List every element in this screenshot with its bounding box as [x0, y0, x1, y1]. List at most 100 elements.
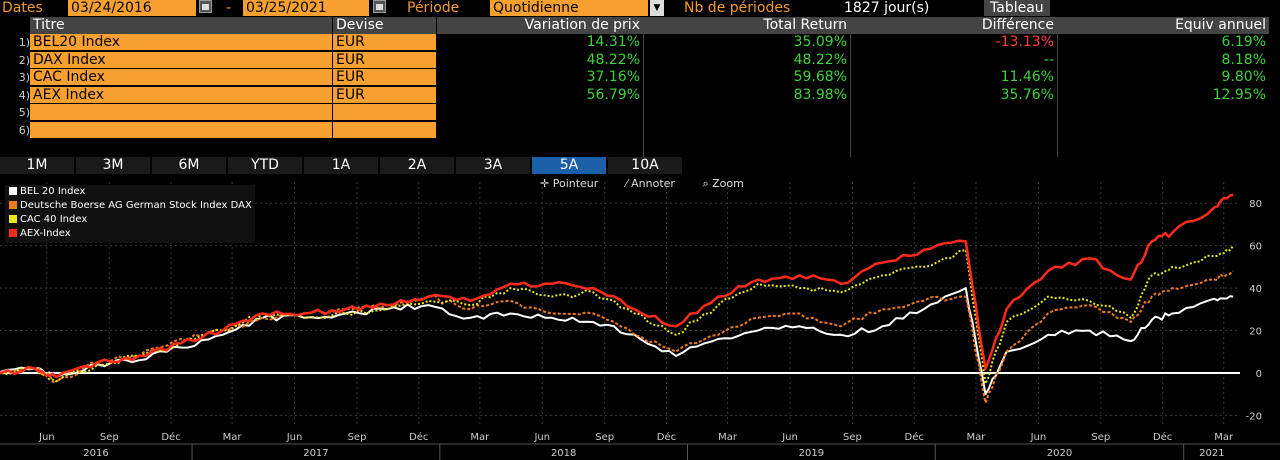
row-index: 1)	[18, 36, 30, 49]
annoter-label: Annoter	[631, 177, 675, 190]
devise-cell[interactable]: EUR	[333, 51, 436, 69]
legend-entry: CAC 40 Index	[5, 213, 255, 227]
y-tick-label: -20	[1246, 411, 1262, 422]
x-tick-label: Déc	[1153, 431, 1172, 443]
x-tick-label: Sep	[843, 432, 862, 443]
date-to-input[interactable]: 03/25/2021	[243, 0, 369, 16]
periode-select[interactable]: Quotidienne	[490, 0, 648, 16]
x-year-label: 2019	[799, 448, 824, 459]
periode-label: Période	[407, 0, 460, 16]
devise-cell[interactable]	[333, 104, 436, 121]
zoom-label: Zoom	[712, 177, 744, 190]
y-tick-label: 20	[1249, 327, 1262, 338]
legend-label: BEL 20 Index	[20, 186, 86, 197]
devise-cell[interactable]: EUR	[333, 69, 436, 86]
tableau-button[interactable]: Tableau	[984, 0, 1050, 16]
zoom-button[interactable]: ⌕ Zoom	[702, 177, 744, 190]
difference-cell: 11.46%	[1000, 69, 1054, 85]
period-button-5a[interactable]: 5A	[532, 157, 607, 174]
period-button-1m[interactable]: 1M	[0, 157, 75, 174]
x-year-label: 2018	[551, 448, 576, 459]
chevron-down-icon[interactable]: ▼	[650, 0, 664, 16]
variation-cell: 56.79%	[586, 86, 640, 103]
x-year-label: 2021	[1199, 448, 1224, 459]
x-tick-label: Jun	[1030, 432, 1047, 443]
period-button-6m[interactable]: 6M	[152, 157, 227, 174]
row-index: 6)	[18, 123, 30, 137]
difference-cell: --	[1043, 51, 1054, 68]
equiv-annuel-cell: 6.19%	[1221, 34, 1266, 50]
pointeur-button[interactable]: ✛ Pointeur	[540, 177, 599, 190]
x-tick-label: Déc	[657, 431, 676, 443]
period-button-ytd[interactable]: YTD	[228, 157, 303, 174]
devise-cell[interactable]	[333, 121, 436, 139]
total-return-cell: 83.98%	[793, 86, 847, 103]
y-tick-label: 0	[1256, 369, 1262, 380]
x-tick-label: Jun	[781, 432, 798, 443]
column-divider	[1057, 17, 1058, 157]
top-bar: Dates 03/24/2016 - 03/25/2021 Période Qu…	[0, 0, 1280, 17]
x-tick-label: Mar	[223, 432, 243, 443]
x-tick-label: Sep	[1091, 432, 1110, 443]
variation-cell	[437, 104, 643, 121]
legend-entry: BEL 20 Index	[5, 185, 255, 199]
difference-cell	[851, 104, 1057, 121]
period-button-3m[interactable]: 3M	[76, 157, 151, 174]
titre-cell[interactable]: CAC Index	[30, 69, 332, 86]
difference-cell	[851, 122, 1057, 139]
x-tick-label: Mar	[718, 432, 738, 443]
period-button-3a[interactable]: 3A	[456, 157, 531, 174]
x-tick-label: Jun	[38, 432, 55, 443]
titre-cell[interactable]: BEL20 Index	[30, 34, 332, 51]
equiv-annuel-cell	[1058, 104, 1269, 121]
x-tick-label: Mar	[967, 432, 987, 443]
legend-swatch	[9, 201, 17, 209]
series-line-aex	[0, 193, 1234, 379]
row-index: 5)	[18, 106, 30, 119]
x-year-label: 2016	[83, 448, 108, 459]
y-tick-label: 40	[1249, 284, 1262, 295]
total-return-cell: 48.22%	[793, 51, 847, 68]
chart-toolbar: ✛ Pointeur ⁄ Annoter ⌕ Zoom	[540, 177, 768, 191]
x-tick-label: Mar	[470, 432, 490, 443]
x-year-label: 2020	[1047, 448, 1072, 459]
chart-legend: BEL 20 Index Deutsche Boerse AG German St…	[5, 185, 255, 243]
col-header-equiv-annuel: Equiv annuel	[1058, 17, 1269, 34]
period-button-1a[interactable]: 1A	[304, 157, 379, 174]
row-index: 3)	[18, 71, 30, 84]
col-header-total-return: Total Return	[644, 17, 850, 34]
calendar-from-icon[interactable]	[199, 0, 212, 13]
total-return-cell: 59.68%	[793, 69, 847, 85]
calendar-to-icon[interactable]	[373, 0, 386, 13]
column-divider	[850, 17, 851, 157]
titre-cell[interactable]	[30, 121, 332, 139]
variation-cell: 14.31%	[586, 34, 640, 50]
series-line-bel20	[0, 287, 1234, 396]
devise-cell[interactable]: EUR	[333, 34, 436, 51]
titre-cell[interactable]: DAX Index	[30, 51, 332, 69]
col-header-titre: Titre	[30, 17, 332, 34]
devise-cell[interactable]: EUR	[333, 86, 436, 104]
x-tick-label: Mar	[1214, 432, 1234, 443]
x-year-label: 2017	[303, 448, 328, 459]
variation-cell: 48.22%	[586, 51, 640, 68]
annoter-button[interactable]: ⁄ Annoter	[625, 177, 675, 190]
equiv-annuel-cell: 9.80%	[1221, 69, 1266, 85]
variation-cell: 37.16%	[586, 69, 640, 85]
period-selector: 1M 3M 6M YTD 1A 2A 3A 5A 10A	[0, 157, 1280, 174]
row-index: 2)	[18, 53, 30, 67]
period-button-2a[interactable]: 2A	[380, 157, 455, 174]
x-tick-label: Déc	[409, 431, 428, 443]
y-tick-label: 60	[1249, 242, 1262, 253]
legend-label: CAC 40 Index	[20, 214, 88, 225]
nb-periodes-label: Nb de périodes	[684, 0, 791, 16]
x-tick-label: Sep	[595, 432, 614, 443]
titre-cell[interactable]: AEX Index	[30, 86, 332, 104]
titre-cell[interactable]	[30, 104, 332, 121]
period-button-10a[interactable]: 10A	[608, 157, 683, 174]
col-header-difference: Différence	[851, 17, 1057, 34]
comparison-table: Titre Devise Variation de prix Total Ret…	[0, 17, 1280, 157]
date-from-input[interactable]: 03/24/2016	[68, 0, 196, 16]
dates-label: Dates	[2, 0, 43, 16]
col-header-variation: Variation de prix	[437, 17, 643, 34]
